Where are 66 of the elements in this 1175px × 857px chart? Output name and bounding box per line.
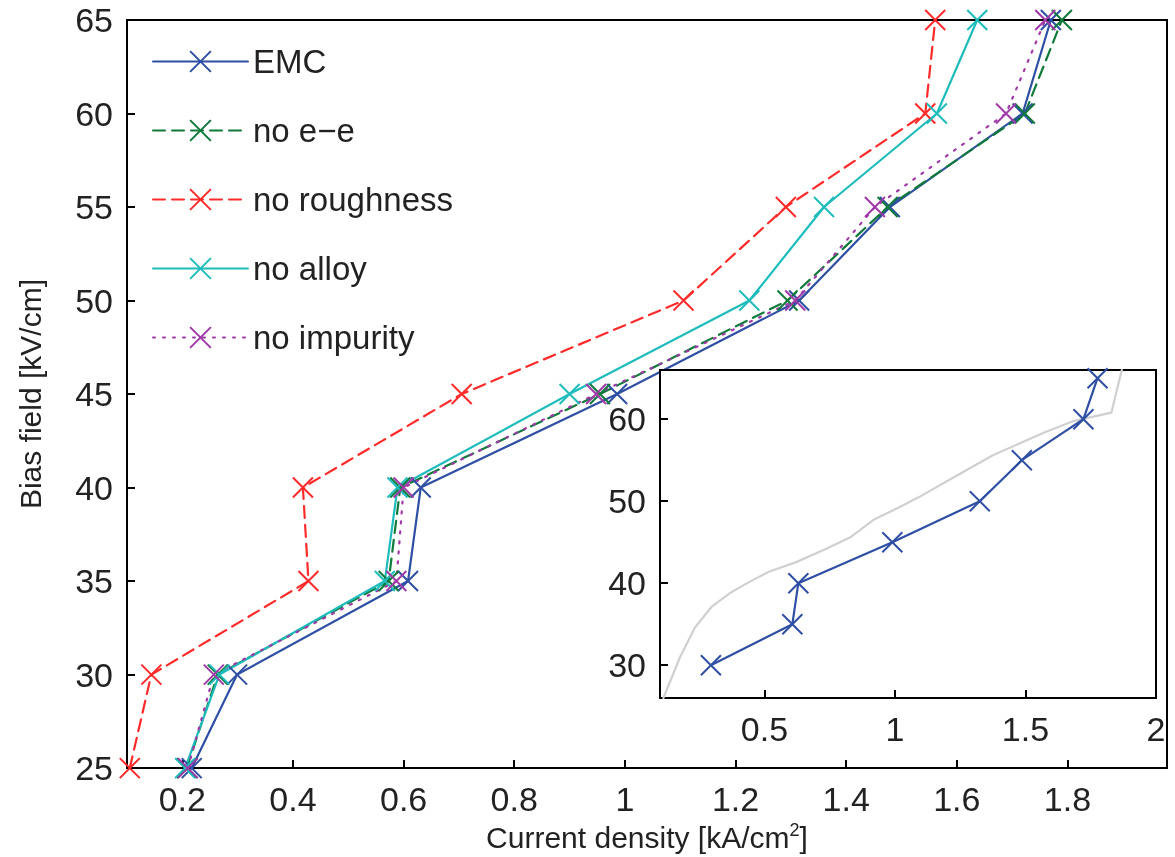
point [914,102,937,125]
y-tick-label: 30 [608,646,646,685]
x-tick-label: 0.5 [740,710,789,748]
x-tick-label: 2 [1146,710,1166,748]
y-tick-label: 65 [75,1,113,39]
x-tick-label: 1 [885,710,905,748]
point [672,289,695,312]
point [450,383,473,406]
point [1039,9,1062,31]
legend-label: no alloy [253,250,368,287]
point [297,570,320,593]
point [738,289,761,312]
point [409,476,432,499]
point [1010,449,1033,472]
point [776,289,799,312]
line-series [662,368,1123,700]
point [118,757,141,780]
point [397,570,420,593]
y-tick-label: 40 [608,564,646,603]
point [863,196,886,219]
point [966,9,989,31]
x-tick-label: 0.2 [158,780,206,819]
point [385,570,408,593]
x-tick-label: 0.4 [269,780,317,819]
y-axis-title: Bias field [kV/cm] [13,279,47,510]
point [1086,367,1109,390]
y-tick-label: 45 [75,375,113,414]
point [226,663,249,686]
point [1034,9,1057,31]
legend-label: no roughness [253,181,453,218]
point [781,613,804,636]
point [881,531,904,554]
x-tick-label: 1.2 [711,780,760,819]
legend-label: EMC [253,43,327,80]
y-tick-label: 40 [75,468,113,507]
y-tick-label: 60 [75,94,113,133]
x-tick-label: 1.4 [822,780,870,819]
point [558,383,581,406]
x-tick-label: 0.8 [490,780,538,819]
x-tick-label: 1.5 [1001,710,1050,748]
point [291,476,314,499]
point [1050,9,1073,31]
point [813,196,836,219]
x-tick-label: 0.6 [379,780,428,819]
point [787,572,810,595]
y-tick-label: 30 [75,655,113,694]
x-tick-label: 1.8 [1043,780,1092,819]
y-tick-label: 55 [75,188,113,227]
point [968,490,991,513]
point [606,383,629,406]
y-tick-label: 35 [75,562,113,601]
point [925,102,948,125]
y-tick-label: 50 [608,482,646,521]
y-tick-label: 60 [608,400,646,439]
x-tick-label: 1 [615,780,635,819]
point [774,196,797,219]
point [140,663,163,686]
point [699,654,722,677]
x-tick-label: 1.6 [933,780,981,819]
point [1072,408,1095,431]
y-tick-label: 50 [75,281,113,320]
legend-label: no e−e [253,112,355,149]
y-tick-label: 25 [75,749,113,788]
legend-label: no impurity [253,319,415,356]
point [995,102,1018,125]
point [924,9,947,31]
